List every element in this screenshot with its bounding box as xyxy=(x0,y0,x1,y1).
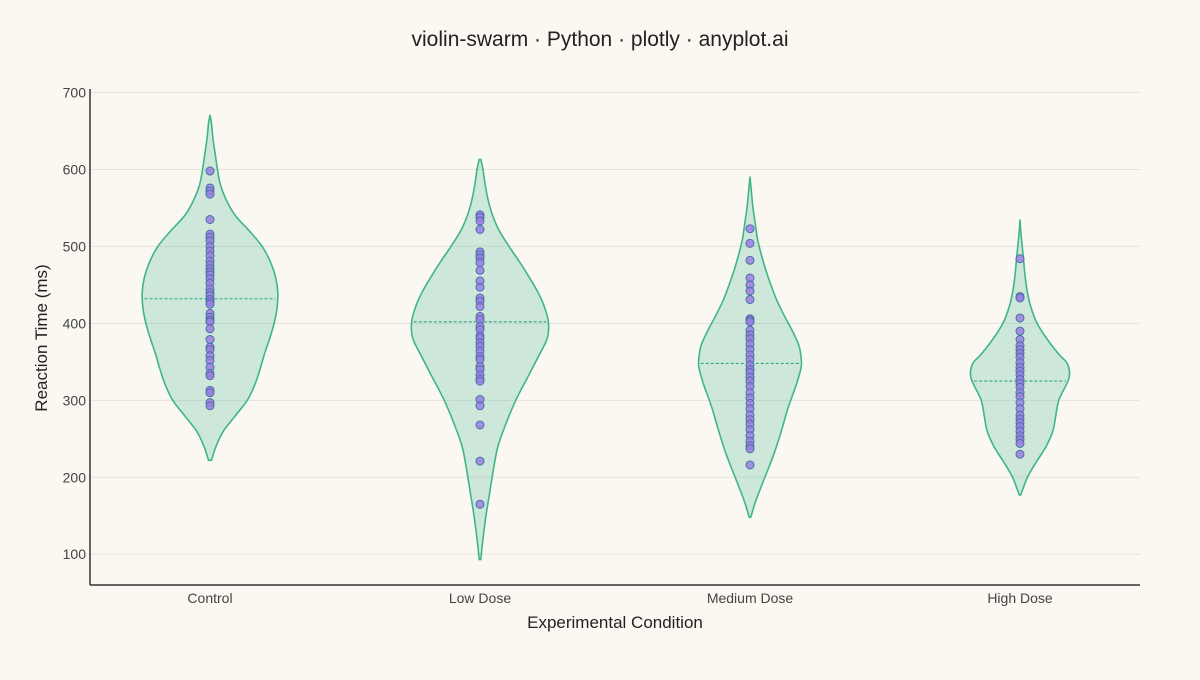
x-axis-title: Experimental Condition xyxy=(527,613,703,632)
data-point xyxy=(1015,326,1025,336)
data-point xyxy=(475,456,485,466)
y-grid xyxy=(90,92,1140,555)
data-point xyxy=(745,444,755,454)
data-point xyxy=(1015,449,1025,459)
data-point xyxy=(475,225,485,235)
x-tick-label: Medium Dose xyxy=(707,590,794,606)
data-point xyxy=(1015,313,1025,323)
data-point xyxy=(745,317,755,327)
data-point xyxy=(1015,254,1025,264)
data-point xyxy=(475,401,485,411)
data-point xyxy=(205,324,215,334)
data-point xyxy=(745,255,755,265)
data-point xyxy=(745,286,755,296)
data-point xyxy=(205,371,215,381)
data-point xyxy=(475,258,485,268)
data-point xyxy=(205,401,215,411)
data-point xyxy=(205,388,215,398)
data-point xyxy=(475,216,485,226)
chart-title: violin-swarm · Python · plotly · anyplot… xyxy=(412,28,789,51)
data-point xyxy=(205,166,215,176)
y-tick-label: 100 xyxy=(63,546,87,562)
x-tick-label: High Dose xyxy=(987,590,1053,606)
data-point xyxy=(475,301,485,311)
x-tick-label: Control xyxy=(187,590,232,606)
swarm-points xyxy=(205,166,1025,509)
data-point xyxy=(205,299,215,309)
data-point xyxy=(205,215,215,225)
data-point xyxy=(475,499,485,509)
y-tick-label: 300 xyxy=(63,392,87,408)
data-point xyxy=(475,282,485,292)
y-tick-labels: 100 200 300 400 500 600 700 xyxy=(63,85,87,563)
axes xyxy=(89,89,1140,586)
x-tick-labels: Control Low Dose Medium Dose High Dose xyxy=(187,590,1052,606)
data-point xyxy=(745,295,755,305)
y-axis-title: Reaction Time (ms) xyxy=(32,264,51,411)
y-tick-label: 400 xyxy=(63,315,87,331)
y-tick-label: 200 xyxy=(63,469,87,485)
x-tick-label: Low Dose xyxy=(449,590,511,606)
data-point xyxy=(745,460,755,470)
data-point xyxy=(205,335,215,345)
y-tick-label: 600 xyxy=(63,161,87,177)
data-point xyxy=(745,238,755,248)
y-tick-label: 500 xyxy=(63,238,87,254)
data-point xyxy=(475,420,485,430)
data-point xyxy=(1015,293,1025,303)
y-tick-label: 700 xyxy=(63,85,87,101)
data-point xyxy=(475,376,485,386)
data-point xyxy=(745,224,755,234)
data-point xyxy=(475,265,485,275)
data-point xyxy=(1015,438,1025,448)
data-point xyxy=(205,189,215,199)
